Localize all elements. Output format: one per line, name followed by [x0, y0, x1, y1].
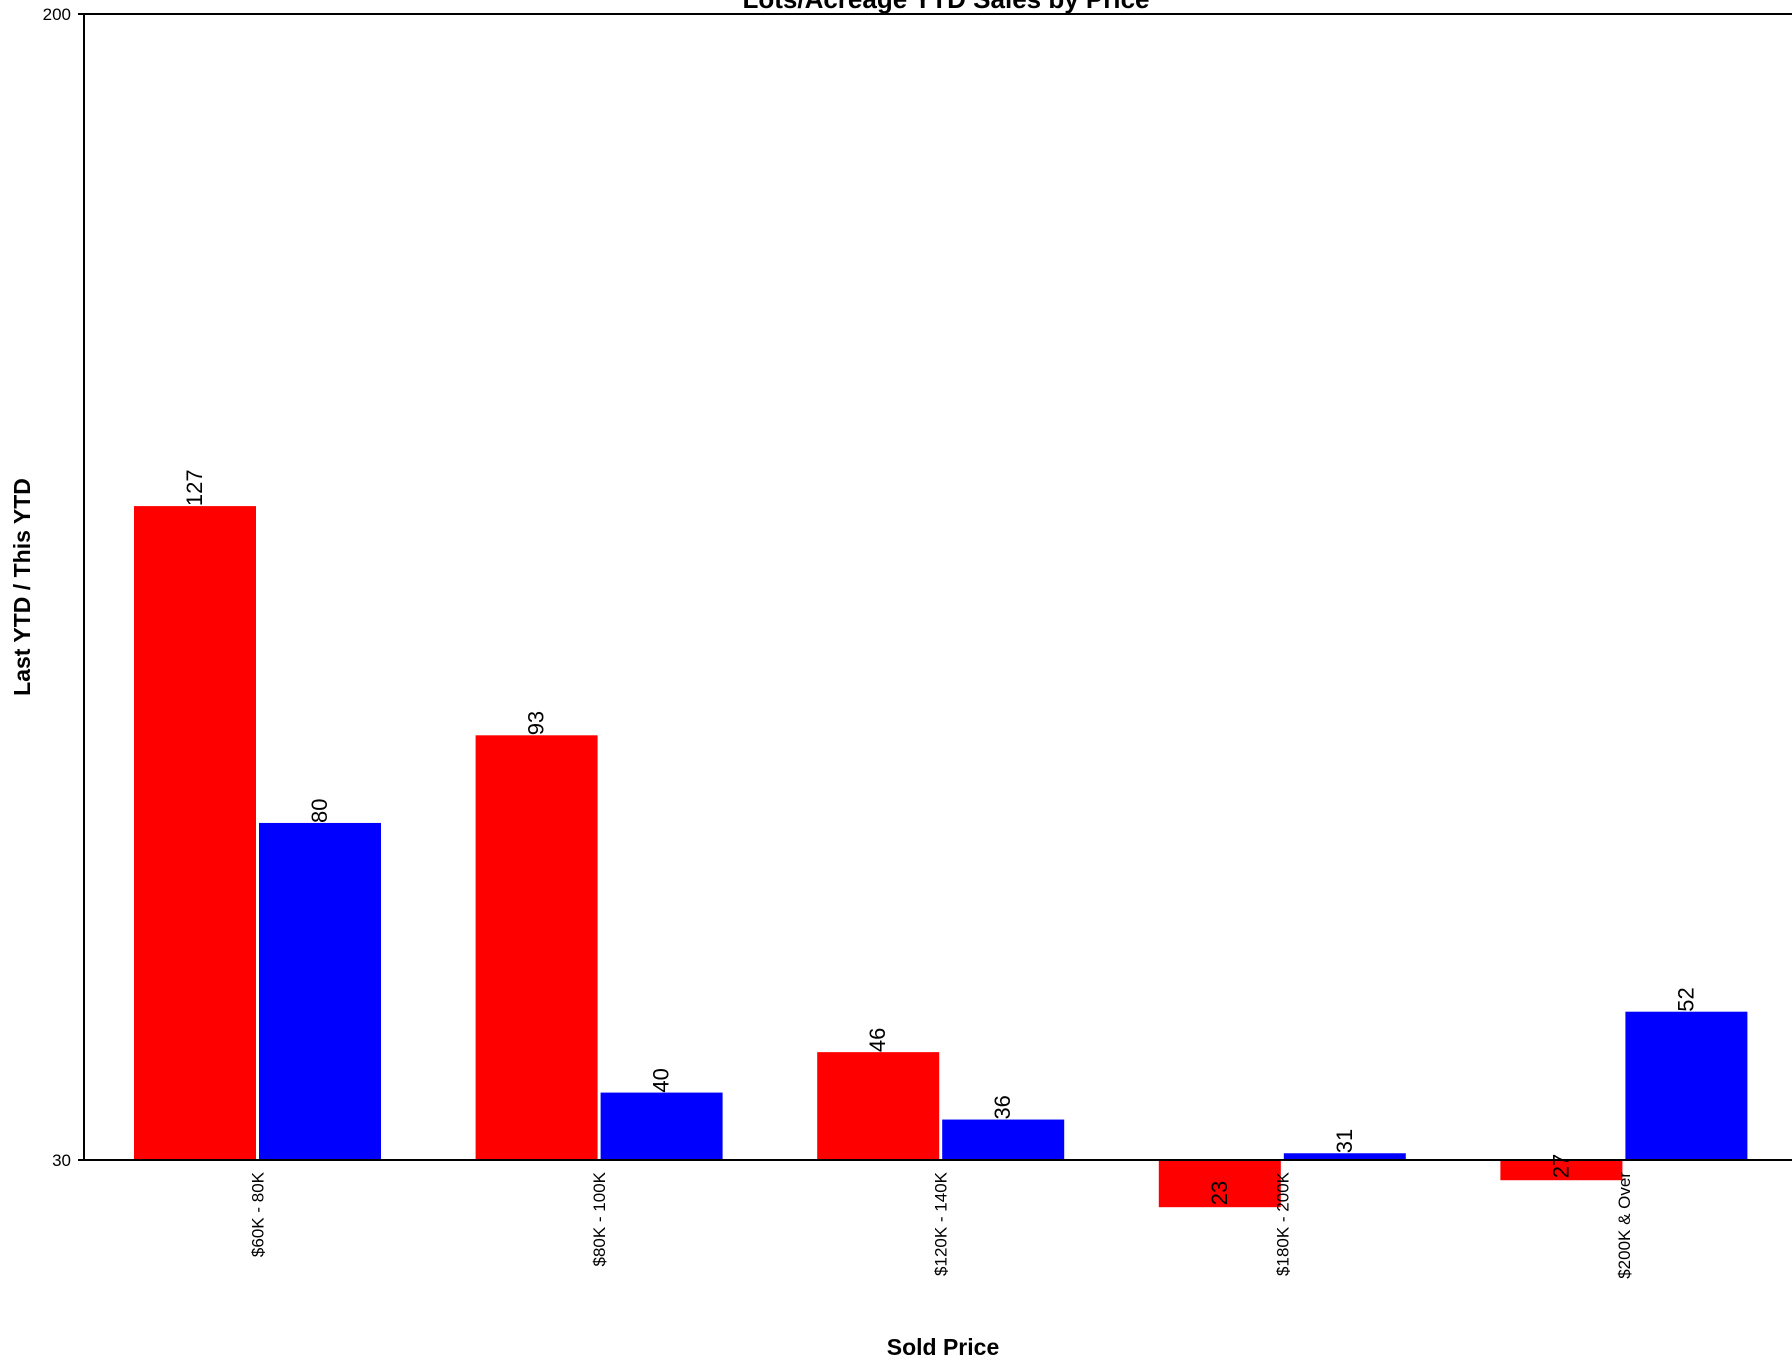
y-tick-label-0: 30: [52, 1151, 71, 1170]
bar-3-1: [1283, 1153, 1406, 1160]
bar-4-1: [1625, 1011, 1748, 1160]
data-label-1-0: 93: [524, 711, 549, 735]
data-label-0-0: 127: [182, 469, 207, 506]
category-label-1: $80K - 100K: [590, 1171, 609, 1266]
category-label-2: $120K - 140K: [932, 1171, 951, 1276]
category-label-0: $60K - 80K: [249, 1171, 268, 1257]
data-label-1-1: 40: [649, 1068, 674, 1092]
data-label-0-1: 80: [307, 798, 332, 822]
y-axis-label: Last YTD / This YTD: [9, 478, 35, 696]
bar-0-1: [259, 822, 381, 1160]
bars-layer: [134, 506, 1748, 1208]
data-label-2-0: 46: [865, 1028, 890, 1052]
data-label-4-0: 27: [1548, 1154, 1573, 1178]
y-tick-label-1: 200: [43, 5, 71, 24]
axes-layer: 30 200: [43, 5, 1792, 1170]
bar-0-0: [134, 506, 256, 1160]
data-label-3-0: 23: [1207, 1181, 1232, 1205]
bar-2-1: [942, 1119, 1065, 1160]
labels-layer: 127 80 $60K - 80K 93 40 $80K - 100K 46 36 $120K …: [182, 469, 1698, 1278]
bar-4-0: [1500, 1160, 1623, 1181]
chart-title: Lots/Acreage YTD Sales by Price: [742, 0, 1149, 14]
data-label-2-1: 36: [990, 1095, 1015, 1119]
bar-1-1: [600, 1092, 723, 1160]
data-label-4-1: 52: [1673, 987, 1698, 1011]
x-axis-label: Sold Price: [887, 1334, 999, 1360]
bar-1-0: [475, 735, 598, 1160]
category-label-3: $180K - 200K: [1273, 1171, 1292, 1276]
bar-2-0: [817, 1052, 940, 1160]
data-label-3-1: 31: [1332, 1129, 1357, 1153]
category-label-4: $200K & Over: [1615, 1172, 1634, 1279]
bar-3-0: [1158, 1160, 1281, 1208]
